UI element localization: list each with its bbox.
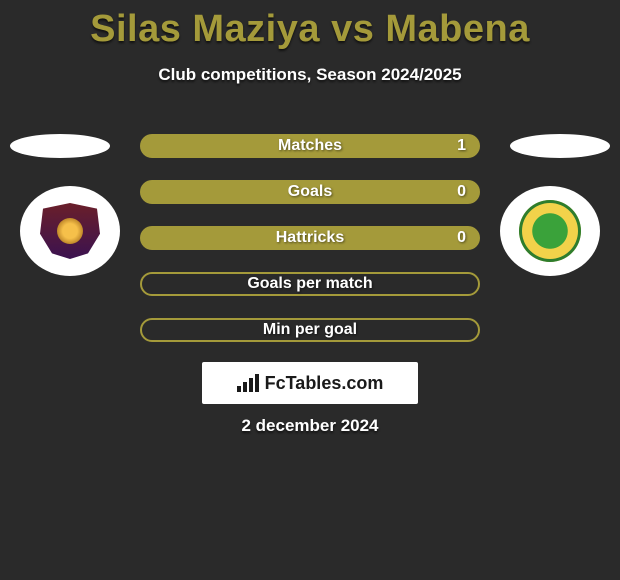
stats-area: Matches 1 Goals 0 Hattricks 0 Goals per … xyxy=(140,134,480,364)
stat-right-value: 0 xyxy=(457,183,466,201)
brand-badge: FcTables.com xyxy=(202,362,418,404)
stat-row-min-per-goal: Min per goal xyxy=(140,318,480,342)
club-right-crest xyxy=(500,186,600,276)
stat-right-value: 1 xyxy=(457,137,466,155)
club-left-crest xyxy=(20,186,120,276)
stat-label: Hattricks xyxy=(142,229,478,247)
subtitle: Club competitions, Season 2024/2025 xyxy=(0,65,620,85)
stat-label: Goals per match xyxy=(142,275,478,293)
comparison-card: Silas Maziya vs Mabena Club competitions… xyxy=(0,8,620,580)
stat-row-goals-per-match: Goals per match xyxy=(140,272,480,296)
player-left-avatar xyxy=(10,134,110,158)
stat-row-goals: Goals 0 xyxy=(140,180,480,204)
stat-row-hattricks: Hattricks 0 xyxy=(140,226,480,250)
stat-label: Goals xyxy=(142,183,478,201)
shield-icon xyxy=(20,186,120,276)
sun-icon xyxy=(500,186,600,276)
stat-row-matches: Matches 1 xyxy=(140,134,480,158)
bars-icon xyxy=(237,374,259,392)
stat-right-value: 0 xyxy=(457,229,466,247)
stat-label: Min per goal xyxy=(142,321,478,339)
date-label: 2 december 2024 xyxy=(0,416,620,436)
page-title: Silas Maziya vs Mabena xyxy=(0,8,620,51)
stat-label: Matches xyxy=(142,137,478,155)
brand-text: FcTables.com xyxy=(265,373,384,394)
player-right-avatar xyxy=(510,134,610,158)
